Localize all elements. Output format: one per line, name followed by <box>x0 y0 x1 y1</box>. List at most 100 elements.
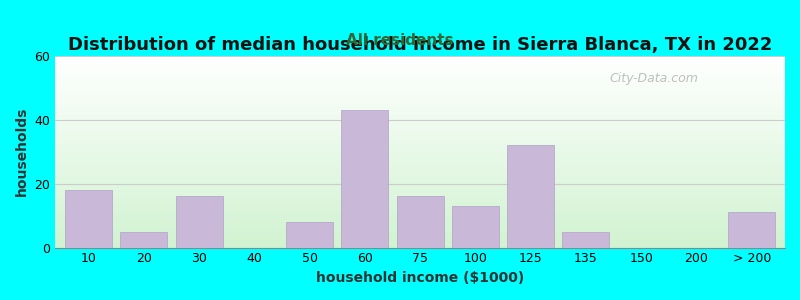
Bar <box>55 109 785 111</box>
Bar <box>55 75 785 77</box>
Bar <box>55 88 785 90</box>
Bar <box>55 117 785 119</box>
Bar <box>728 212 775 247</box>
Bar <box>55 176 785 178</box>
Bar <box>55 132 785 134</box>
Bar <box>65 190 112 248</box>
Bar <box>55 161 785 163</box>
Bar <box>55 86 785 88</box>
Bar <box>55 192 785 194</box>
Bar <box>55 123 785 125</box>
Bar <box>55 188 785 190</box>
Bar <box>55 140 785 142</box>
Text: City-Data.com: City-Data.com <box>610 72 698 85</box>
Bar <box>55 224 785 226</box>
Bar <box>55 61 785 63</box>
Bar <box>55 96 785 98</box>
Bar <box>55 173 785 175</box>
Bar <box>55 150 785 152</box>
Bar <box>507 145 554 248</box>
Bar <box>55 205 785 207</box>
Bar <box>55 242 785 244</box>
Bar <box>55 73 785 75</box>
Text: All residents: All residents <box>346 33 454 48</box>
Bar <box>55 130 785 132</box>
Bar <box>55 152 785 154</box>
Bar <box>55 196 785 198</box>
Bar <box>55 203 785 205</box>
Bar <box>55 90 785 92</box>
Bar <box>55 67 785 69</box>
Bar <box>55 71 785 73</box>
Bar <box>55 63 785 65</box>
Bar <box>55 103 785 106</box>
Bar <box>55 107 785 109</box>
Bar <box>55 128 785 130</box>
Bar <box>55 159 785 161</box>
Bar <box>55 228 785 230</box>
Bar <box>55 154 785 155</box>
Title: Distribution of median household income in Sierra Blanca, TX in 2022: Distribution of median household income … <box>68 36 772 54</box>
Bar <box>55 102 785 103</box>
Bar <box>55 121 785 123</box>
Bar <box>55 111 785 113</box>
Bar <box>55 223 785 224</box>
Bar <box>55 219 785 221</box>
Bar <box>55 115 785 117</box>
Bar <box>55 165 785 167</box>
Bar <box>55 186 785 188</box>
Y-axis label: households: households <box>15 107 29 196</box>
Bar <box>55 211 785 213</box>
Bar <box>397 196 444 247</box>
Bar <box>55 58 785 59</box>
Bar <box>55 190 785 192</box>
Bar <box>55 194 785 196</box>
Bar <box>55 207 785 209</box>
Bar <box>55 100 785 102</box>
Bar <box>55 84 785 86</box>
Bar <box>55 226 785 228</box>
Bar <box>55 236 785 238</box>
Bar <box>55 92 785 94</box>
Bar <box>175 196 222 247</box>
Bar <box>55 246 785 248</box>
Bar <box>55 213 785 215</box>
Bar <box>55 169 785 171</box>
Bar <box>55 171 785 173</box>
Bar <box>55 113 785 115</box>
Bar <box>55 184 785 186</box>
Bar <box>55 175 785 176</box>
Bar <box>55 56 785 58</box>
Bar <box>562 232 610 247</box>
Bar <box>55 157 785 159</box>
Bar <box>55 200 785 202</box>
Bar <box>55 238 785 240</box>
Bar <box>55 142 785 144</box>
Bar <box>55 148 785 150</box>
Bar <box>55 163 785 165</box>
Bar <box>55 221 785 223</box>
Bar <box>55 180 785 182</box>
Bar <box>55 232 785 234</box>
Bar <box>55 155 785 157</box>
Bar <box>55 80 785 83</box>
Bar <box>55 59 785 61</box>
Bar <box>55 98 785 100</box>
Bar <box>55 94 785 96</box>
Bar <box>55 217 785 219</box>
Bar <box>452 206 499 248</box>
Bar <box>55 178 785 180</box>
Bar <box>342 110 388 247</box>
Bar <box>55 215 785 217</box>
X-axis label: household income ($1000): household income ($1000) <box>316 271 524 285</box>
Bar <box>55 146 785 148</box>
Bar <box>55 244 785 246</box>
Bar <box>55 230 785 232</box>
Bar <box>55 119 785 121</box>
Bar <box>55 106 785 107</box>
Bar <box>55 182 785 184</box>
Bar <box>55 65 785 67</box>
Bar <box>55 82 785 84</box>
Bar <box>55 240 785 242</box>
Bar <box>120 232 167 247</box>
